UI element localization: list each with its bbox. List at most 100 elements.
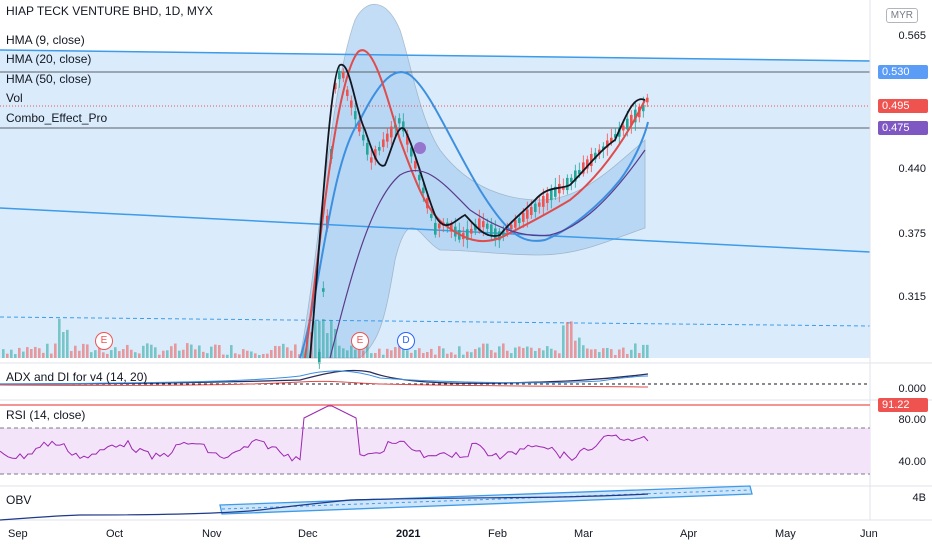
candle-body [482,221,485,228]
legend-vol[interactable]: Vol [6,91,23,105]
volume-bar [442,348,445,358]
volume-bar [418,348,421,358]
volume-bar [182,349,185,358]
volume-bar [582,345,585,358]
volume-bar [54,343,57,358]
price-badge-530: 0.530 [878,65,928,79]
candle-body [466,229,469,240]
rsi-tick: 40.00 [898,456,926,468]
volume-bar [410,352,413,358]
volume-bar [150,344,153,358]
candle-body [570,177,573,183]
legend-hma9[interactable]: HMA (9, close) [6,33,85,47]
candle-body [478,218,481,231]
currency-button[interactable]: MYR [885,8,918,23]
volume-bar [550,348,553,358]
candle-body [518,218,521,223]
volume-bar [466,351,469,358]
volume-bar [574,340,577,358]
candle-body [590,153,593,167]
volume-bar [258,354,261,358]
volume-bar [42,352,45,358]
legend-combo-effect[interactable]: Combo_Effect_Pro [6,111,108,125]
candle-body [342,71,345,79]
hma50-line [299,71,649,359]
dividend-event-badge[interactable]: D [397,332,415,350]
candle-body [398,118,401,124]
adx-tick: 0.000 [898,383,926,395]
volume-bar [386,348,389,358]
volume-bar [66,329,69,358]
candle-body [574,170,577,182]
volume-bar [238,354,241,358]
volume-bar [6,353,9,358]
volume-bar [414,349,417,358]
volume-bar [202,351,205,358]
candle-body [450,223,453,232]
volume-bar [214,344,217,358]
volume-bar [82,343,85,358]
volume-bar [610,349,613,358]
volume-bar [554,350,557,358]
volume-bar [606,347,609,358]
obv-label[interactable]: OBV [6,493,32,507]
time-tick: Oct [106,528,124,540]
volume-bar [198,345,201,358]
channel-upper-line [0,49,871,62]
volume-bar [270,350,273,358]
volume-bar [26,347,29,358]
candle-body [318,351,321,365]
volume-bars [2,318,649,358]
volume-bar [178,350,181,358]
volume-bar [154,347,157,358]
volume-bar [482,343,485,358]
candle-body [430,214,433,218]
volume-bar [74,345,77,358]
volume-bar [630,349,633,358]
candle-body [358,121,361,132]
rsi-band [0,428,870,474]
volume-bar [294,344,297,358]
legend-hma50[interactable]: HMA (50, close) [6,72,92,86]
candle-body [350,100,353,108]
obv-tick: 4B [912,492,926,504]
volume-bar [190,344,193,358]
adx-label[interactable]: ADX and DI for v4 (14, 20) [6,370,148,384]
candle-body [506,227,509,233]
candle-body [578,170,581,174]
candle-body [374,149,377,160]
volume-bar [474,349,477,358]
volume-bar [50,353,53,358]
volume-bar [334,328,337,358]
rsi-label[interactable]: RSI (14, close) [6,408,86,422]
volume-bar [58,318,61,358]
volume-bar [278,346,281,358]
volume-bar [298,354,301,358]
candle-body [542,195,545,207]
volume-bar [370,353,373,358]
volume-bar [110,350,113,358]
volume-bar [586,348,589,358]
rsi-badge: 91.22 [878,398,928,412]
candle-body [622,125,625,131]
candle-body [554,186,557,197]
candle-body [338,70,341,80]
time-tick: Jun [860,528,878,540]
volume-bar [514,347,517,358]
volume-bar [250,351,253,358]
volume-bar [146,343,149,358]
volume-bar [78,350,81,358]
volume-bar [642,344,645,358]
candle-body [502,231,505,236]
symbol-title[interactable]: HIAP TECK VENTURE BHD, 1D, MYX [6,4,213,18]
candle-body [594,152,597,160]
candle-body [378,146,381,151]
volume-bar [302,347,305,358]
earnings-event-badge[interactable]: E [351,332,369,350]
candle-body [346,89,349,96]
volume-bar [462,354,465,358]
legend-hma20[interactable]: HMA (20, close) [6,52,92,66]
earnings-event-badge[interactable]: E [95,332,113,350]
time-tick: Sep [8,528,28,540]
